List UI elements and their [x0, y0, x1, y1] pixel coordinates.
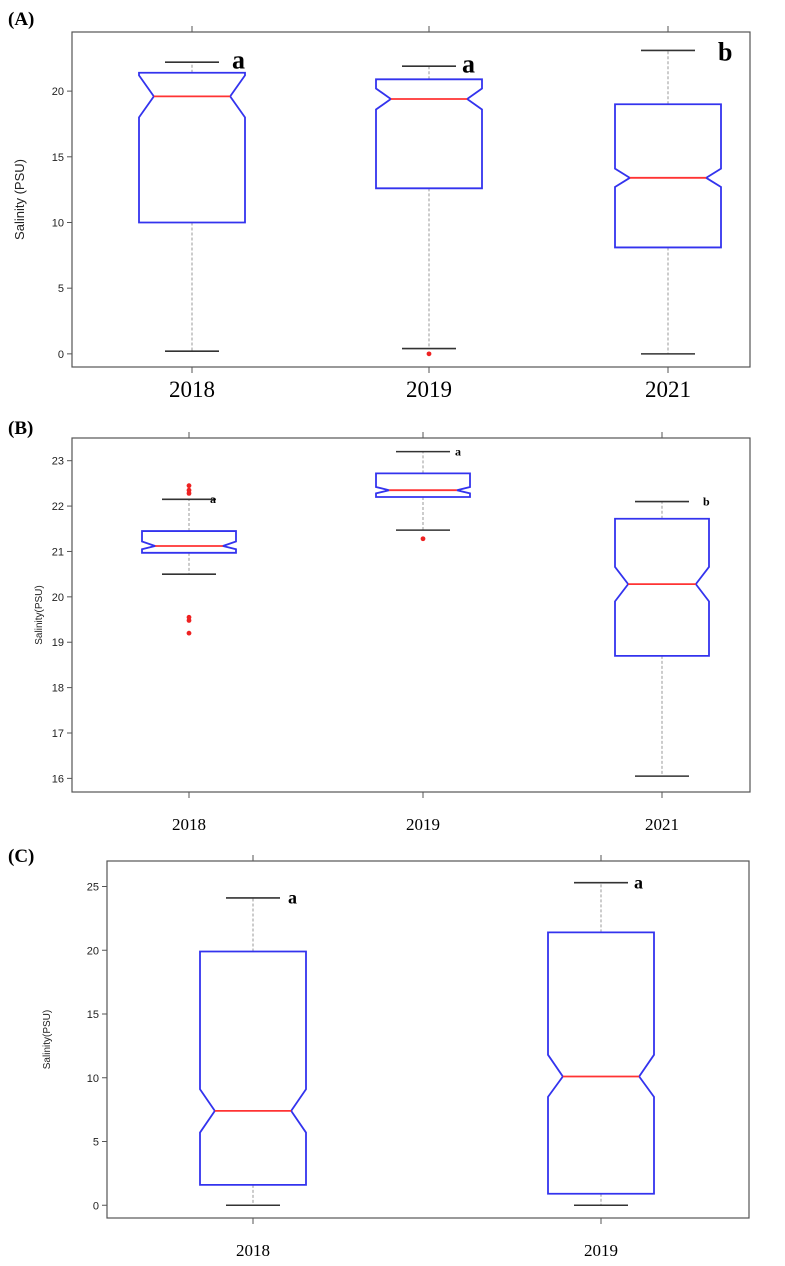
- y-axis-label: Salinity (PSU): [12, 159, 27, 240]
- y-tick-label: 10: [87, 1073, 99, 1085]
- significance-letter: b: [718, 38, 732, 67]
- x-category-label: 2018: [172, 815, 206, 834]
- notched-box: [547, 931, 655, 1195]
- y-tick-label: 15: [87, 1009, 99, 1021]
- y-axis-label: Salinity(PSU): [34, 585, 45, 644]
- outlier-point: [186, 618, 192, 623]
- y-tick-label: 0: [58, 349, 64, 361]
- notched-box: [375, 78, 483, 190]
- chart-panel-1: (A) 0 5 10 15 20 Salinity (PSU) a 2018 a 2019 b 2021: [8, 9, 751, 402]
- box-2019: a 2019: [375, 26, 483, 402]
- notched-box: [614, 103, 722, 249]
- box-2018: a 2018: [199, 855, 307, 1260]
- y-tick-label: 5: [58, 283, 64, 295]
- significance-letter: a: [455, 444, 461, 458]
- box-2019: a 2019: [547, 855, 655, 1260]
- y-tick-label: 5: [93, 1137, 99, 1149]
- plot-frame: [71, 31, 751, 368]
- outlier-point: [420, 536, 426, 542]
- y-tick-label: 19: [52, 637, 64, 649]
- notched-box: [141, 530, 237, 554]
- panel-label: (B): [8, 418, 33, 439]
- box-2021: b 2021: [614, 26, 732, 402]
- notched-box: [614, 517, 710, 657]
- outlier-point: [186, 483, 192, 489]
- x-category-label: 2021: [645, 815, 679, 834]
- notched-box: [199, 950, 307, 1186]
- y-tick-label: 20: [52, 592, 64, 604]
- significance-letter: a: [232, 46, 245, 75]
- x-category-label: 2018: [236, 1241, 270, 1260]
- notched-box: [375, 472, 471, 498]
- y-tick-label: 17: [52, 728, 64, 740]
- box-2018: a 2018: [138, 26, 246, 402]
- y-tick-label: 20: [87, 945, 99, 957]
- y-tick-label: 10: [52, 217, 64, 229]
- significance-letter: a: [462, 49, 475, 78]
- outlier-point: [186, 490, 192, 496]
- y-axis-label: Salinity(PSU): [42, 1010, 53, 1069]
- panel-label: (C): [8, 846, 34, 867]
- y-tick-label: 15: [52, 152, 64, 164]
- y-tick-label: 25: [87, 882, 99, 894]
- x-category-label: 2019: [406, 815, 440, 834]
- significance-letter: b: [703, 494, 710, 508]
- y-tick-label: 18: [52, 683, 64, 695]
- plot-frame: [106, 860, 750, 1219]
- box-2019: a 2019: [375, 432, 471, 834]
- plot-frame: [71, 437, 751, 793]
- outlier-point: [426, 351, 432, 357]
- significance-letter: a: [210, 492, 216, 506]
- x-category-label: 2021: [645, 377, 691, 402]
- box-2021: b 2021: [614, 432, 710, 834]
- y-tick-label: 20: [52, 86, 64, 98]
- panel-label: (A): [8, 9, 34, 30]
- significance-letter: a: [288, 888, 297, 908]
- notched-box: [138, 71, 246, 224]
- x-category-label: 2018: [169, 377, 215, 402]
- chart-panel-2: (B)1617181920212223Salinity(PSU)a2018a20…: [8, 418, 751, 834]
- x-category-label: 2019: [406, 377, 452, 402]
- significance-letter: a: [634, 872, 643, 892]
- chart-panel-3: (C) 0 5 10 15 20 25 Salinity(PSU) a 2018 a 2019: [8, 846, 750, 1260]
- outlier-point: [186, 630, 192, 636]
- box-2018: a 2018: [141, 432, 237, 834]
- y-tick-label: 23: [52, 456, 64, 468]
- y-tick-label: 22: [52, 501, 64, 513]
- y-tick-label: 0: [93, 1200, 99, 1212]
- y-tick-label: 16: [52, 773, 64, 785]
- x-category-label: 2019: [584, 1241, 618, 1260]
- y-tick-label: 21: [52, 546, 64, 558]
